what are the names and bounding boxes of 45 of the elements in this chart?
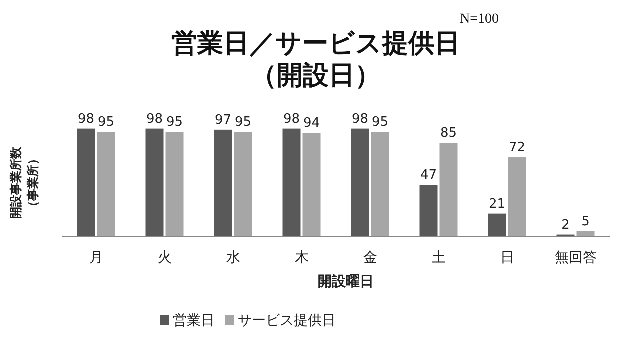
bar (282, 128, 301, 237)
bar (351, 128, 370, 237)
data-label: 95 (234, 115, 252, 130)
data-label: 72 (508, 140, 526, 156)
data-label: 98 (146, 112, 164, 127)
x-tick-label: 水 (226, 250, 240, 266)
bar (508, 158, 526, 237)
bar (488, 214, 506, 237)
x-tick-label: 月 (89, 250, 104, 266)
x-tick-label: 金 (363, 250, 378, 266)
bar (214, 130, 232, 237)
x-tick-label: 無回答 (554, 250, 597, 266)
data-label: 97 (214, 112, 232, 128)
x-tick-label: 土 (432, 250, 446, 266)
data-label: 85 (440, 126, 458, 142)
x-tick-label: 日 (500, 250, 514, 266)
data-label: 95 (372, 115, 389, 130)
bar (420, 185, 438, 237)
bar (576, 231, 595, 237)
data-label: 95 (166, 115, 184, 130)
data-label: 98 (78, 112, 95, 127)
data-label: 98 (283, 112, 300, 127)
bar (234, 132, 252, 237)
bar (440, 143, 458, 237)
data-label: 47 (420, 168, 438, 184)
text: N=100 (460, 12, 500, 27)
data-label: 94 (303, 116, 320, 132)
bar (77, 128, 96, 237)
x-tick-label: 火 (158, 250, 172, 266)
data-label: 98 (352, 112, 369, 127)
bar (302, 133, 321, 237)
x-axis-title: 開設曜日 (318, 274, 374, 290)
bar (371, 132, 390, 237)
data-label: 2 (562, 218, 570, 233)
bar (166, 132, 184, 237)
bar (146, 128, 164, 237)
legend-label: 営業日 (173, 313, 215, 329)
data-label: 21 (488, 196, 506, 212)
y-axis-title: 開設事業所数（事業所） (8, 146, 41, 221)
chart-subtitle: （開設日） (251, 61, 381, 91)
chart-title: 営業日／サービス提供日 (172, 29, 460, 59)
data-label: 5 (582, 214, 590, 230)
bar (97, 132, 116, 237)
data-label: 95 (98, 115, 115, 130)
x-tick-label: 木 (294, 250, 309, 266)
